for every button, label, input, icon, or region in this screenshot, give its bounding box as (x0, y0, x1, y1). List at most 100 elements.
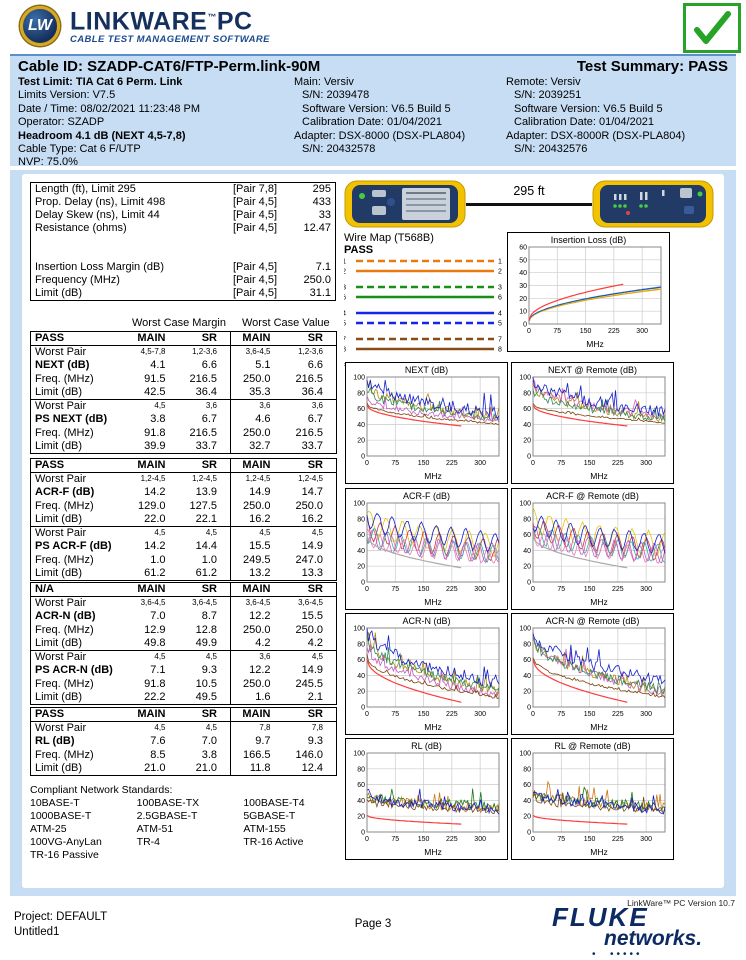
measurement-row: Limit (dB) [Pair 4,5] 31.1 (35, 287, 331, 299)
svg-text:MHz: MHz (424, 471, 441, 481)
header-info-line: S/N: 20432576 (514, 143, 588, 156)
link-length-label: 295 ft (513, 184, 545, 198)
svg-text:300: 300 (640, 836, 652, 843)
page-number: Page 3 (354, 918, 392, 930)
wire-map-title: Wire Map (T568B) (344, 232, 434, 244)
linkware-subtitle: CABLE TEST MANAGEMENT SOFTWARE (70, 34, 270, 46)
svg-text:0: 0 (531, 711, 535, 718)
svg-text:6: 6 (498, 295, 502, 302)
standards-row: ATM-25 ATM-51 ATM-155 (30, 823, 286, 835)
svg-text:225: 225 (446, 586, 458, 593)
header-main-device-info: Main: Versiv S/N: 2039478 Software Version… (294, 76, 506, 156)
svg-text:2: 2 (498, 269, 502, 276)
svg-text:MHz: MHz (424, 597, 441, 607)
svg-text:60: 60 (523, 406, 531, 413)
svg-text:MHz: MHz (590, 847, 607, 857)
svg-text:300: 300 (640, 586, 652, 593)
svg-text:30: 30 (519, 283, 527, 290)
svg-text:ACR-N (dB): ACR-N (dB) (402, 616, 450, 626)
pass-checkmark-icon (683, 3, 741, 53)
measurement-summary-box: Length (ft), Limit 295 [Pair 7,8] 295 Prop.… (30, 182, 336, 301)
svg-text:6: 6 (344, 295, 346, 302)
link-cable-line (466, 203, 592, 206)
svg-text:80: 80 (523, 390, 531, 397)
svg-text:40: 40 (357, 673, 365, 680)
svg-text:100: 100 (519, 751, 531, 758)
test-summary: Test Summary: PASS (576, 58, 728, 75)
chart-insertion-loss: Insertion Loss (dB) 0 10 20 30 40 50 60 0 75 150 22… (507, 232, 670, 352)
acrn-result-table: N/A MAIN SR MAIN SR Worst Pair 3,6-4,5 3,6-4,5 3… (30, 582, 337, 705)
acrf-result-table: PASS MAIN SR MAIN SR Worst Pair 1,2-4,5 1,2-4,5… (30, 458, 337, 581)
svg-text:150: 150 (584, 711, 596, 718)
measurement-row: Length (ft), Limit 295 [Pair 7,8] 295 (35, 183, 331, 195)
svg-text:75: 75 (557, 711, 565, 718)
svg-text:3: 3 (344, 285, 346, 292)
svg-text:ACR-F (dB): ACR-F (dB) (403, 491, 450, 501)
svg-text:60: 60 (523, 782, 531, 789)
cable-id: Cable ID: SZADP-CAT6/FTP-Perm.link-90M (18, 58, 321, 75)
chart-rl-remote: RL @ Remote (dB) 0 20 40 60 80 100 0 75 150 225 300… (511, 738, 674, 860)
svg-text:40: 40 (523, 422, 531, 429)
svg-text:7: 7 (344, 337, 346, 344)
footer-project: Project: DEFAULT Untitled1 (14, 910, 107, 940)
svg-text:0: 0 (361, 580, 365, 587)
svg-text:RL (dB): RL (dB) (411, 741, 442, 751)
svg-text:0: 0 (527, 454, 531, 461)
svg-text:40: 40 (357, 422, 365, 429)
svg-text:60: 60 (523, 657, 531, 664)
measurement-row: Resistance (ohms) [Pair 4,5] 12.47 (35, 222, 331, 234)
wire-map: Wire Map (T568B) PASS 1122336644557788ss (342, 232, 510, 371)
header-remote-device-info: Remote: Versiv S/N: 2039251 Software Versi… (506, 76, 734, 156)
standards-row: TR-16 Passive (30, 849, 99, 861)
svg-text:20: 20 (523, 814, 531, 821)
svg-text:300: 300 (474, 836, 486, 843)
svg-text:100: 100 (353, 375, 365, 382)
worst-case-margin-label: Worst Case Margin (132, 317, 226, 329)
header-info-line: Cable Type: Cat 6 F/UTP (18, 143, 141, 156)
chart-rl: RL (dB) 0 20 40 60 80 100 0 75 150 225 300 MHz (345, 738, 508, 860)
svg-text:150: 150 (584, 836, 596, 843)
svg-text:80: 80 (357, 516, 365, 523)
svg-text:40: 40 (523, 548, 531, 555)
rl-result-table: PASS MAIN SR MAIN SR Worst Pair 4,5 4,5 7,8 7,8 RL… (30, 707, 337, 776)
svg-text:MHz: MHz (424, 722, 441, 732)
svg-text:75: 75 (391, 836, 399, 843)
measurement-row: Insertion Loss Margin (dB) [Pair 4,5] 7.1 (35, 261, 331, 273)
svg-text:20: 20 (523, 689, 531, 696)
svg-text:75: 75 (557, 836, 565, 843)
measurement-row: Frequency (MHz) [Pair 4,5] 250.0 (35, 274, 331, 286)
chart-acrn: ACR-N (dB) 0 20 40 60 80 100 0 75 150 225 300 MHz (345, 613, 508, 735)
svg-text:60: 60 (357, 406, 365, 413)
svg-text:150: 150 (418, 836, 430, 843)
svg-text:75: 75 (557, 460, 565, 467)
svg-text:0: 0 (361, 705, 365, 712)
wire-map-diagram: 1122336644557788ss (342, 259, 502, 370)
svg-text:20: 20 (523, 438, 531, 445)
report-header: Cable ID: SZADP-CAT6/FTP-Perm.link-90M T… (10, 54, 736, 168)
svg-text:100: 100 (519, 375, 531, 382)
svg-text:300: 300 (640, 711, 652, 718)
chart-next-remote: NEXT @ Remote (dB) 0 20 40 60 80 100 0 75 150 225 3… (511, 362, 674, 484)
svg-text:300: 300 (640, 460, 652, 467)
worst-case-value-label: Worst Case Value (242, 317, 330, 329)
svg-text:80: 80 (357, 766, 365, 773)
header-info-line: Main: Versiv (294, 76, 354, 88)
svg-text:1: 1 (344, 259, 346, 266)
svg-text:0: 0 (527, 830, 531, 837)
measurement-row (31, 235, 335, 248)
svg-text:80: 80 (357, 390, 365, 397)
svg-text:60: 60 (357, 657, 365, 664)
svg-text:100: 100 (353, 626, 365, 633)
svg-text:8: 8 (344, 347, 346, 354)
svg-text:150: 150 (418, 711, 430, 718)
project-name: Project: DEFAULT (14, 911, 108, 923)
svg-text:0: 0 (531, 460, 535, 467)
svg-text:225: 225 (446, 460, 458, 467)
standards-title: Compliant Network Standards: (30, 784, 173, 796)
svg-text:ACR-N @ Remote (dB): ACR-N @ Remote (dB) (546, 616, 640, 626)
svg-text:150: 150 (418, 586, 430, 593)
svg-text:75: 75 (391, 586, 399, 593)
header-info-line: S/N: 2039251 (514, 89, 582, 102)
svg-text:3: 3 (498, 285, 502, 292)
